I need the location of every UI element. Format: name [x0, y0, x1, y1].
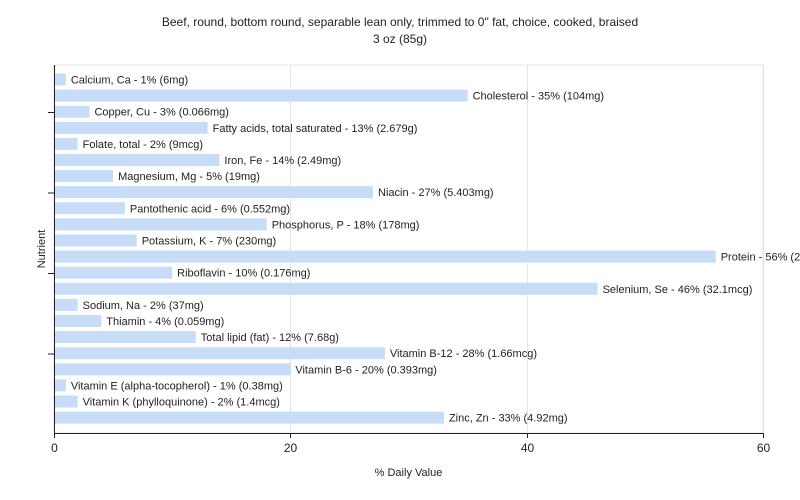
bar-label: Vitamin E (alpha-tocopherol) - 1% (0.38m…: [71, 380, 283, 392]
bar-label: Cholesterol - 35% (104mg): [473, 91, 604, 103]
bar-label: Selenium, Se - 46% (32.1mcg): [603, 284, 753, 296]
bar: [55, 266, 173, 279]
bar-label: Zinc, Zn - 33% (4.92mg): [449, 413, 568, 425]
bar-label: Sodium, Na - 2% (37mg): [83, 300, 204, 312]
bar: [55, 170, 114, 183]
bar-label: Copper, Cu - 3% (0.066mg): [94, 107, 229, 119]
bar: [55, 137, 78, 150]
bar-label: Riboflavin - 10% (0.176mg): [177, 268, 310, 280]
bar: [55, 105, 90, 118]
bar: [55, 218, 267, 231]
bar: [55, 282, 598, 295]
bar: [55, 363, 291, 376]
bar-label: Folate, total - 2% (9mcg): [83, 139, 203, 151]
bar: [55, 315, 102, 327]
bar: [55, 89, 468, 102]
bar: [55, 331, 196, 344]
chart-title-block: Beef, round, bottom round, separable lea…: [0, 14, 800, 48]
grid-layer: [53, 64, 764, 434]
bar-label: Calcium, Ca - 1% (6mg): [71, 75, 188, 87]
bar-label: Iron, Fe - 14% (2.49mg): [224, 155, 341, 167]
chart-title: Beef, round, bottom round, separable lea…: [161, 15, 639, 29]
bar-label: Fatty acids, total saturated - 13% (2.67…: [213, 123, 418, 135]
x-tick-label: 40: [521, 441, 535, 455]
bar-label: Thiamin - 4% (0.059mg): [106, 316, 224, 328]
y-axis-title: Nutrient: [36, 230, 48, 269]
chart-subtitle: 3 oz (85g): [372, 32, 428, 46]
bar-label: Phosphorus, P - 18% (178mg): [272, 219, 420, 231]
bar: [55, 202, 125, 215]
axis-layer: 0 20 40 60: [48, 65, 770, 455]
bar: [55, 73, 66, 86]
bar: [55, 395, 78, 408]
bar-layer: Calcium, Ca - 1% (6mg) Cholesterol - 35% …: [55, 73, 800, 425]
bar-label: Vitamin B-6 - 20% (0.393mg): [295, 364, 437, 376]
bar: [55, 298, 78, 311]
bar-label: Pantothenic acid - 6% (0.552mg): [130, 203, 290, 215]
bar-label: Protein - 56% (28.12g): [721, 252, 800, 264]
x-axis-title: % Daily Value: [375, 467, 443, 479]
bar-label: Vitamin B-12 - 28% (1.66mcg): [390, 348, 537, 360]
bar: [55, 379, 66, 392]
bar: [55, 186, 374, 199]
bar: [55, 154, 220, 166]
bar-label: Niacin - 27% (5.403mg): [378, 187, 494, 199]
bar: [55, 347, 385, 360]
bar: [55, 234, 137, 247]
x-tick-label: 20: [284, 441, 298, 455]
bar: [55, 411, 444, 424]
bar: [55, 121, 208, 134]
bar-label: Potassium, K - 7% (230mg): [142, 236, 277, 248]
bar-label: Magnesium, Mg - 5% (19mg): [118, 171, 260, 183]
bar-label: Total lipid (fat) - 12% (7.68g): [201, 332, 339, 344]
x-tick-label: 60: [757, 441, 771, 455]
bar: [55, 250, 716, 263]
bar-label: Vitamin K (phylloquinone) - 2% (1.4mcg): [83, 397, 280, 409]
x-tick-label: 0: [51, 441, 58, 455]
plot-area: [53, 64, 764, 434]
